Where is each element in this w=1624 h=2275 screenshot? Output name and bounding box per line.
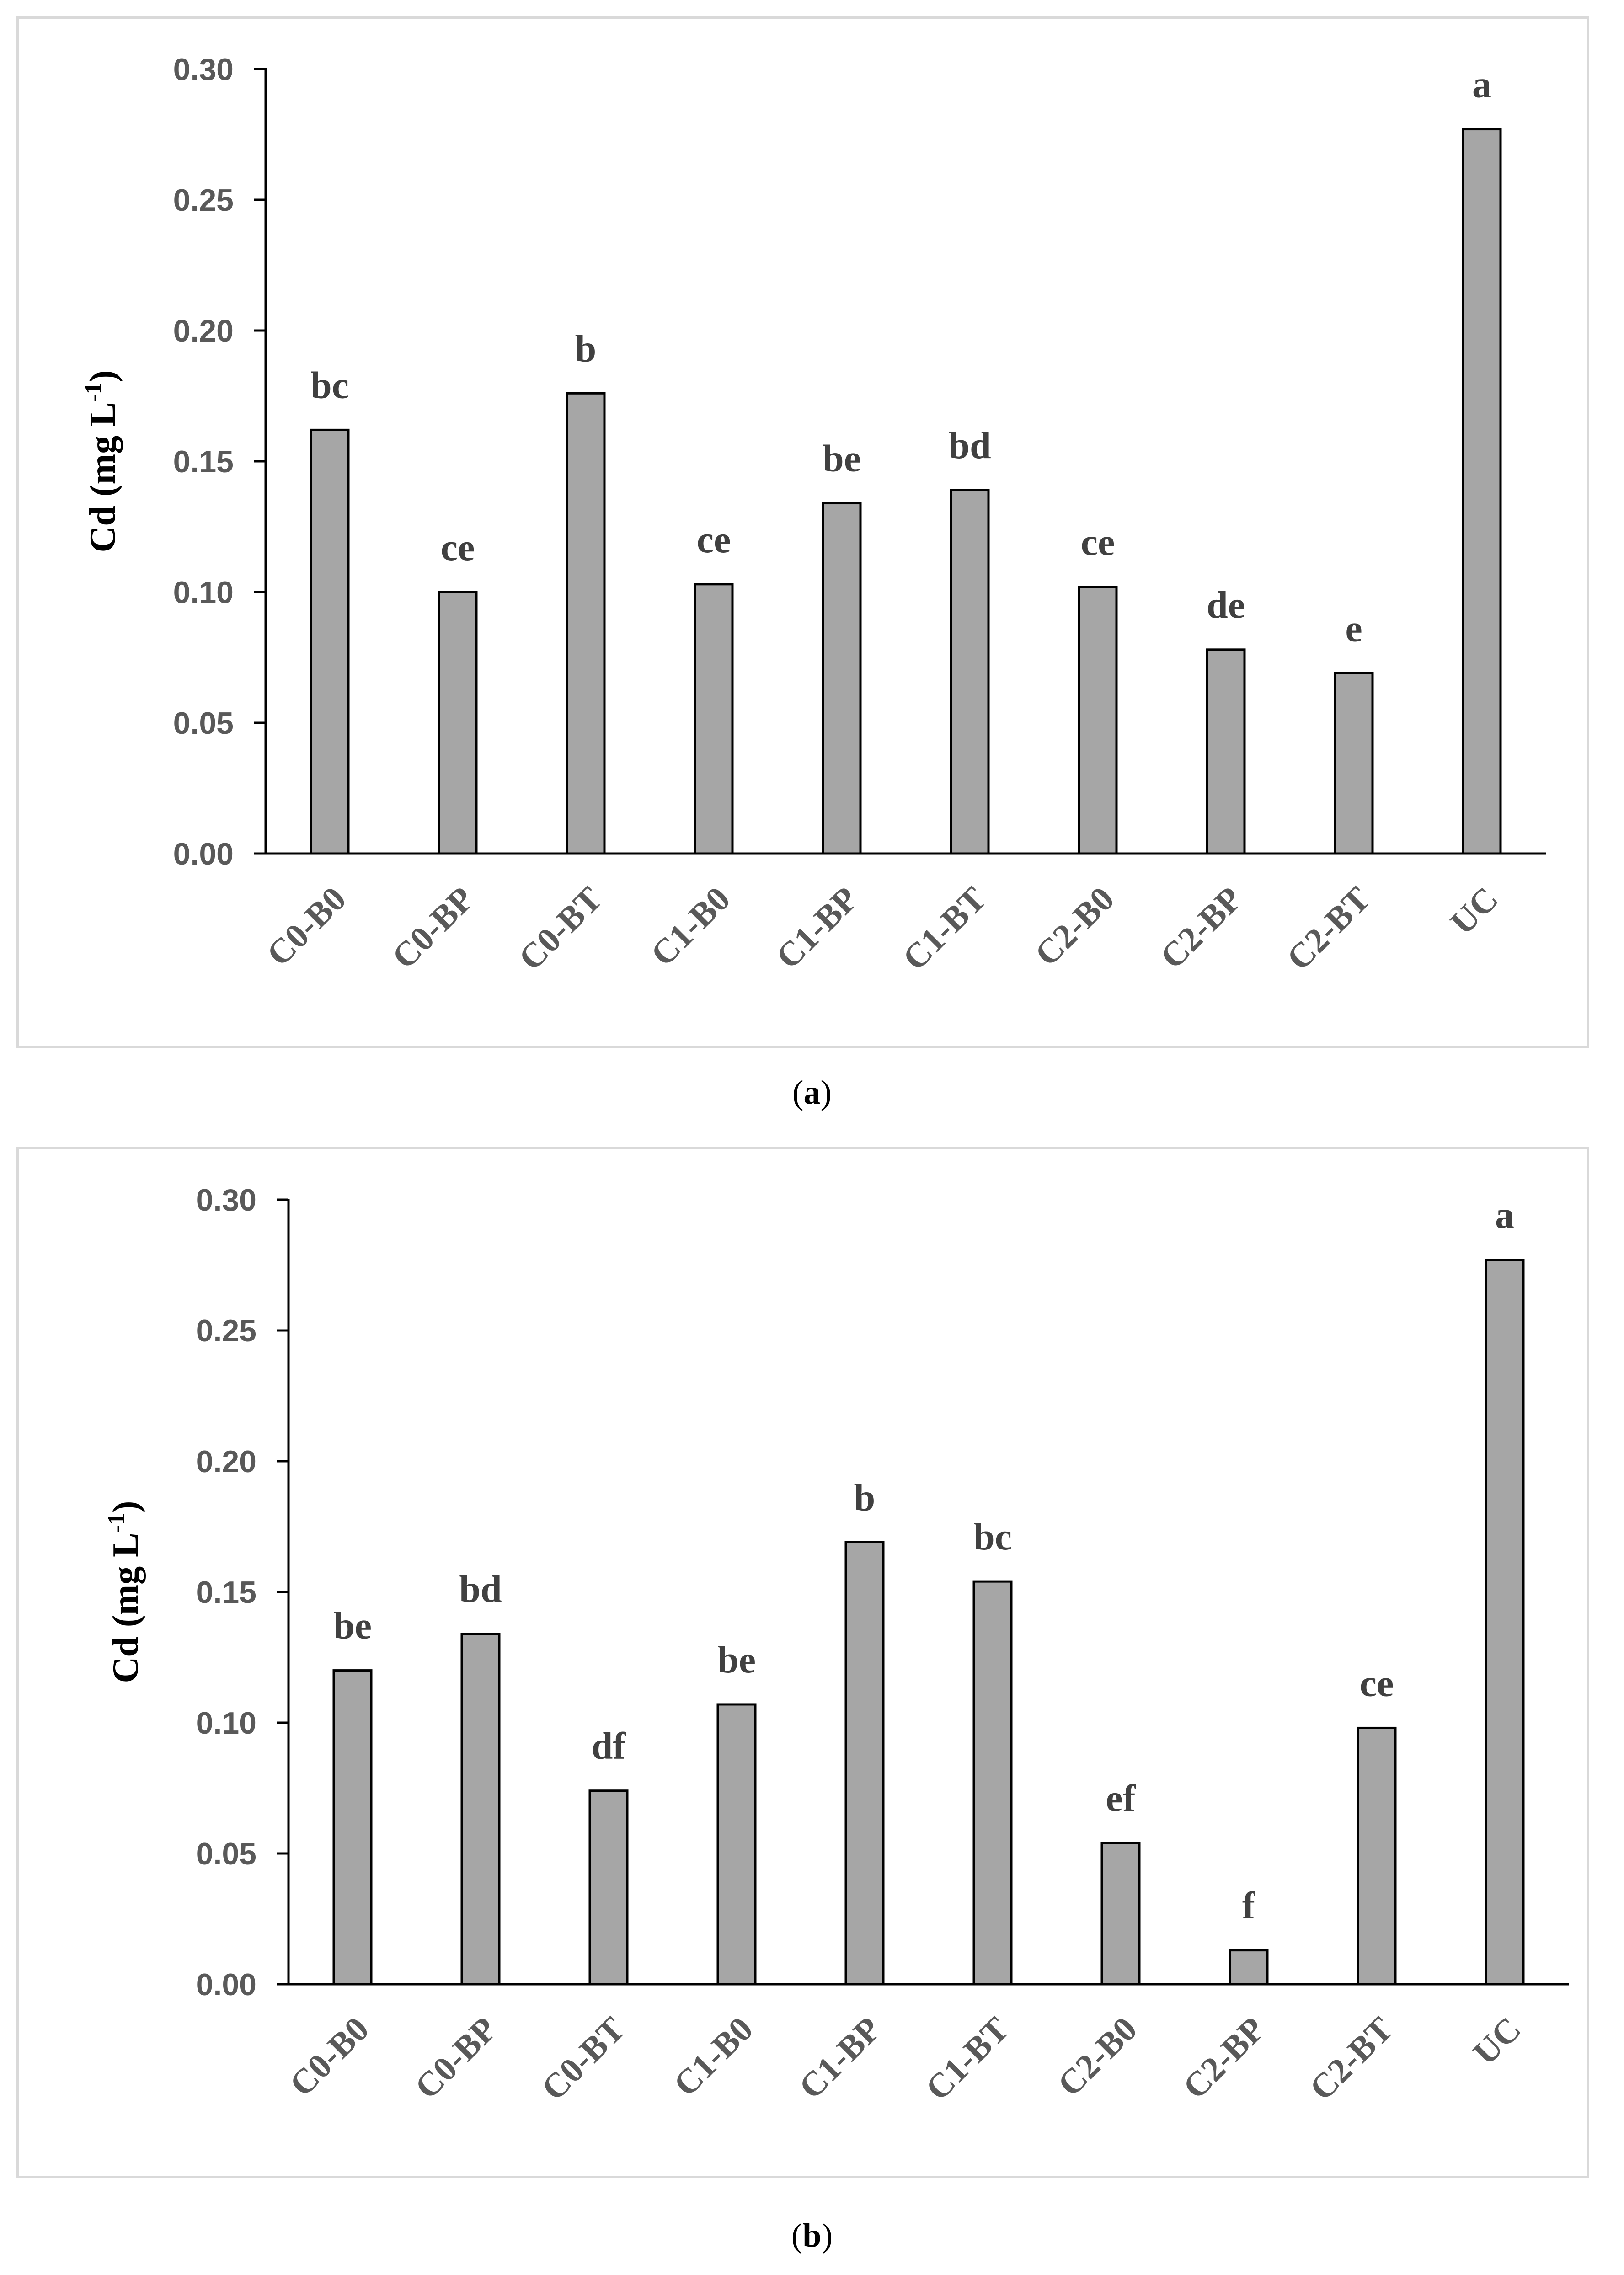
y-axis-title: Cd (mg L-1) <box>80 370 123 553</box>
x-category-label: C2-BT <box>1279 880 1378 978</box>
significance-letter: de <box>1207 584 1245 626</box>
caption-b: (b) <box>791 2217 833 2254</box>
bar-C2-BP <box>1229 1949 1269 1986</box>
y-tick-label: 0.10 <box>173 575 234 610</box>
bar-C2-B0 <box>1078 586 1118 855</box>
bar-chart-b: 0.00 0.05 0.10 0.15 0.20 0.25 0.30 Cd (mg L-1) b… <box>103 1183 1569 2108</box>
x-category-label: C0-BT <box>534 2010 632 2108</box>
x-category-label: UC <box>1443 880 1506 942</box>
y-axis-title-text: Cd (mg L <box>106 1533 146 1683</box>
x-category-label: C0-BP <box>407 2010 504 2107</box>
x-category-label: UC <box>1466 2010 1528 2072</box>
y-tick-label: 0.00 <box>173 837 234 871</box>
x-category-label: C1-B0 <box>666 2010 760 2104</box>
x-category-label: C1-BP <box>769 880 865 977</box>
significance-letter: a <box>1495 1194 1514 1237</box>
x-category-label: C2-BT <box>1302 2010 1400 2108</box>
bar-C1-BP <box>844 1541 885 1986</box>
bar-C0-B0 <box>310 428 350 855</box>
x-category-label: C2-B0 <box>1050 2010 1144 2104</box>
x-category-label: C0-B0 <box>282 2010 376 2104</box>
x-category-label: C1-B0 <box>643 880 737 974</box>
bar-C2-B0 <box>1100 1842 1141 1986</box>
significance-letter: be <box>823 438 861 480</box>
y-tick-label: 0.30 <box>173 52 234 87</box>
y-axis-title-superscript: -1 <box>80 382 107 402</box>
y-tick-label: 0.20 <box>196 1444 256 1479</box>
significance-letter: bc <box>310 364 349 406</box>
bar-C0-BP <box>460 1633 501 1986</box>
bar-C2-BT <box>1357 1726 1397 1986</box>
chart-panel-a: 0.00 0.05 0.10 0.15 0.20 0.25 0.30 Cd (mg L-1) b… <box>16 16 1589 1048</box>
y-tick-label: 0.25 <box>196 1314 256 1348</box>
x-category-label: C2-BP <box>1153 880 1250 977</box>
y-axis-title-close: ) <box>83 370 123 383</box>
significance-letter: f <box>1242 1885 1255 1927</box>
significance-letter: ce <box>441 526 475 569</box>
significance-letter: ce <box>1360 1662 1394 1704</box>
y-tick-label: 0.05 <box>196 1837 256 1871</box>
y-tick-label: 0.05 <box>173 706 234 741</box>
significance-letter: df <box>592 1725 626 1768</box>
x-category-label: C1-BT <box>895 880 994 978</box>
x-category-label: C1-BP <box>791 2010 888 2107</box>
y-tick-label: 0.20 <box>173 314 234 348</box>
x-category-label: C0-BP <box>385 880 481 977</box>
y-tick-label: 0.00 <box>196 1967 256 2002</box>
bar-C1-BP <box>822 502 862 855</box>
bar-C1-BT <box>972 1580 1013 1986</box>
bar-C0-B0 <box>332 1669 373 1986</box>
x-category-label: C2-B0 <box>1027 880 1122 974</box>
significance-letter: b <box>575 327 597 370</box>
bar-C0-BP <box>438 591 478 855</box>
bar-C1-B0 <box>716 1703 757 1986</box>
bar-C2-BP <box>1206 648 1246 855</box>
significance-letter: be <box>333 1605 372 1647</box>
significance-letter: ef <box>1106 1777 1136 1820</box>
y-tick-label: 0.15 <box>173 444 234 479</box>
y-axis-title-text: Cd (mg L <box>83 402 123 553</box>
significance-letter: ce <box>1081 521 1115 564</box>
bar-chart-a: 0.00 0.05 0.10 0.15 0.20 0.25 0.30 Cd (mg L-1) b… <box>80 52 1546 978</box>
bar-UC <box>1462 128 1502 855</box>
significance-letter: ce <box>697 518 731 561</box>
caption-a: (a) <box>792 1074 832 1111</box>
x-category-label: C2-BP <box>1175 2010 1272 2107</box>
bar-C1-BT <box>950 489 990 855</box>
y-tick-label: 0.15 <box>196 1575 256 1610</box>
y-tick-label: 0.25 <box>173 183 234 218</box>
x-category-label: C1-BT <box>918 2010 1016 2108</box>
y-axis-title-close: ) <box>106 1501 146 1513</box>
significance-letter: bd <box>459 1568 502 1611</box>
bar-C2-BT <box>1334 672 1374 855</box>
significance-letter: e <box>1345 607 1362 650</box>
bar-UC <box>1485 1259 1525 1986</box>
y-tick-label: 0.10 <box>196 1706 256 1741</box>
y-axis-title-superscript: -1 <box>103 1513 129 1533</box>
significance-letter: bd <box>948 424 991 467</box>
significance-letter: bc <box>973 1516 1012 1558</box>
bar-C1-B0 <box>694 583 734 855</box>
chart-panel-b: 0.00 0.05 0.10 0.15 0.20 0.25 0.30 Cd (mg L-1) b… <box>16 1147 1589 2178</box>
significance-letter: a <box>1472 64 1491 106</box>
bar-C0-BT <box>566 392 606 855</box>
significance-letter: be <box>717 1639 756 1681</box>
significance-letter: b <box>854 1476 876 1519</box>
caption-a-label: a <box>803 1074 821 1111</box>
y-axis-title: Cd (mg L-1) <box>103 1501 146 1683</box>
caption-b-label: b <box>802 2217 822 2254</box>
x-category-label: C0-BT <box>511 880 609 978</box>
y-tick-label: 0.30 <box>196 1183 256 1218</box>
x-category-label: C0-B0 <box>259 880 353 974</box>
bar-C0-BT <box>588 1789 629 1986</box>
